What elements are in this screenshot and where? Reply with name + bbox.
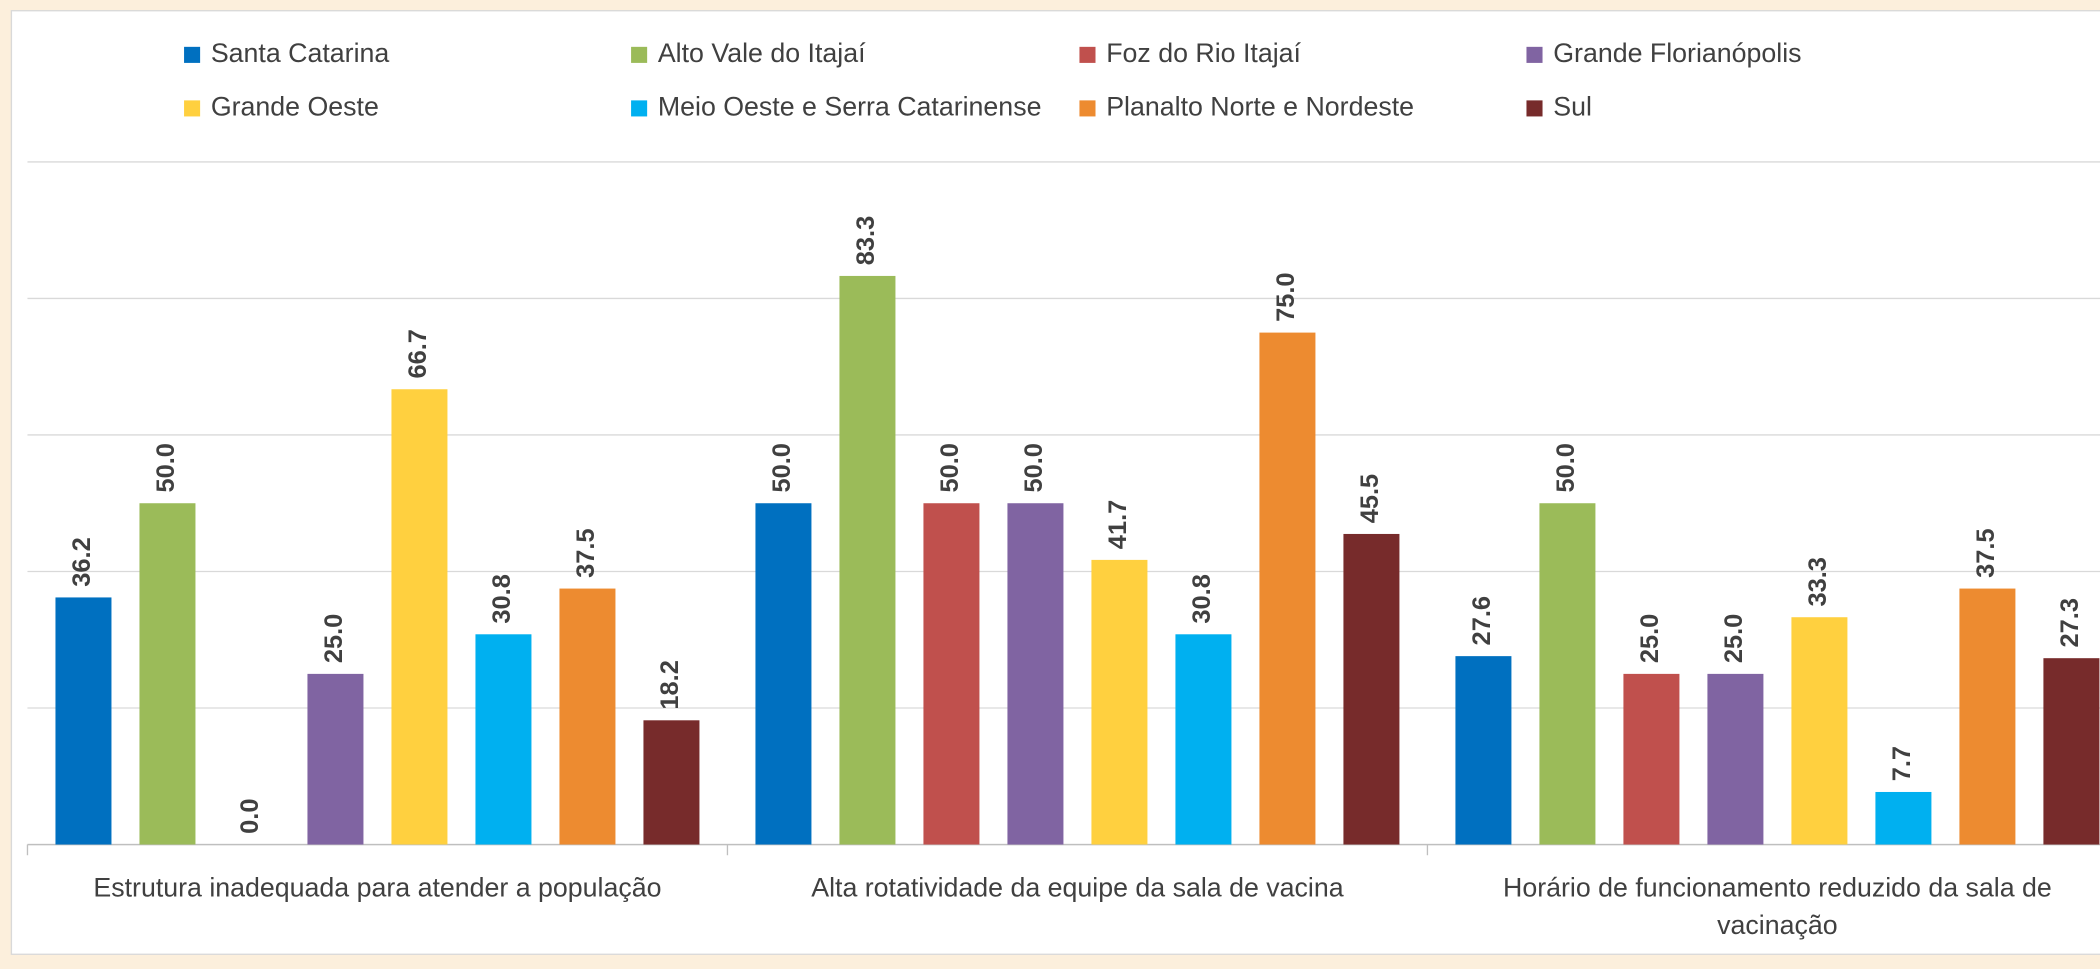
legend-swatch	[631, 100, 648, 117]
value-label: 50.0	[1020, 443, 1048, 492]
value-label: 75.0	[1272, 272, 1300, 321]
legend-label: Meio Oeste e Serra Catarinense	[658, 91, 1042, 121]
value-label: 37.5	[572, 528, 600, 577]
legend-label: Santa Catarina	[211, 38, 390, 68]
value-label: 25.0	[1720, 614, 1748, 663]
bar	[1707, 673, 1764, 845]
bar	[1623, 673, 1680, 845]
bar	[55, 597, 112, 845]
value-label: 33.3	[1804, 557, 1832, 606]
x-tick-label: Estrutura inadequada para atender a popu…	[93, 873, 661, 903]
legend-swatch	[1079, 100, 1096, 117]
bar	[1007, 503, 1064, 845]
value-label: 83.3	[852, 216, 880, 265]
value-label: 50.0	[768, 443, 796, 492]
value-label: 50.0	[1552, 443, 1580, 492]
bar	[755, 503, 812, 845]
legend-swatch	[184, 46, 201, 63]
value-label: 30.8	[1188, 574, 1216, 623]
value-label: 37.5	[1972, 528, 2000, 577]
legend-label: Sul	[1553, 91, 1592, 121]
value-label: 41.7	[1104, 500, 1132, 549]
value-label: 50.0	[936, 443, 964, 492]
bar	[139, 503, 196, 845]
bar	[391, 389, 448, 845]
bar	[559, 588, 616, 845]
bar	[1791, 617, 1848, 845]
legend-label: Grande Florianópolis	[1553, 38, 1801, 68]
x-tick-label: Horário de funcionamento reduzido da sal…	[1503, 873, 2052, 940]
bar	[1959, 588, 2016, 845]
bar	[1091, 559, 1148, 845]
value-label: 30.8	[488, 574, 516, 623]
bar	[1175, 634, 1232, 845]
bar	[1455, 656, 1512, 845]
legend-swatch	[1079, 46, 1096, 63]
bar	[1539, 503, 1596, 845]
value-label: 50.0	[152, 443, 180, 492]
value-label: 27.3	[2056, 598, 2084, 647]
legend-swatch	[184, 100, 201, 117]
value-label: 7.7	[1888, 746, 1916, 781]
value-label: 45.5	[1356, 474, 1384, 523]
bar	[307, 673, 364, 845]
bar	[2043, 658, 2100, 845]
x-tick-label: Alta rotatividade da equipe da sala de v…	[811, 873, 1344, 903]
bar	[1875, 791, 1932, 845]
value-label: 25.0	[320, 614, 348, 663]
bar	[839, 275, 896, 845]
value-label: 25.0	[1636, 614, 1664, 663]
bar	[1343, 533, 1400, 845]
value-label: 18.2	[656, 660, 684, 709]
value-label: 0.0	[236, 798, 264, 833]
legend-label: Foz do Rio Itajaí	[1106, 38, 1301, 68]
legend-swatch	[1526, 46, 1543, 63]
bar	[475, 634, 532, 845]
legend-swatch	[1526, 100, 1543, 117]
legend-swatch	[631, 46, 648, 63]
legend-label: Alto Vale do Itajaí	[658, 38, 866, 68]
value-label: 36.2	[68, 537, 96, 586]
bar	[643, 720, 700, 845]
legend-label: Planalto Norte e Nordeste	[1106, 91, 1414, 121]
value-label: 27.6	[1468, 596, 1496, 645]
legend-label: Grande Oeste	[211, 91, 379, 121]
bar	[1259, 332, 1316, 845]
value-label: 66.7	[404, 329, 432, 378]
bar	[923, 503, 980, 845]
